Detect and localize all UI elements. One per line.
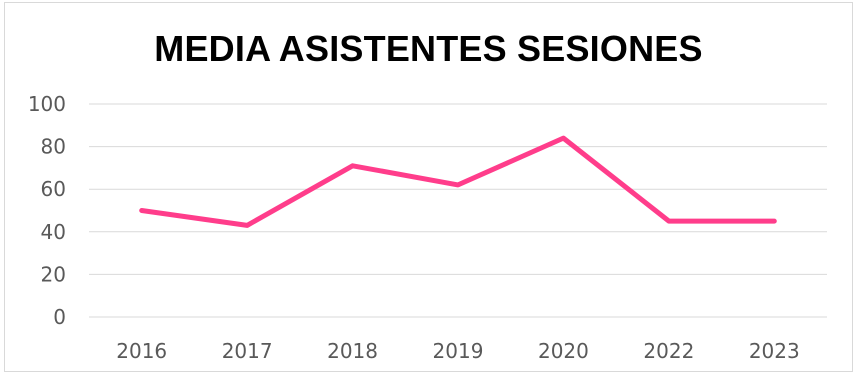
y-tick-label: 100 xyxy=(28,92,66,116)
gridlines xyxy=(89,103,827,318)
y-tick-label: 0 xyxy=(53,305,66,329)
chart-title: MEDIA ASISTENTES SESIONES xyxy=(154,28,703,69)
x-tick-label: 2018 xyxy=(327,339,378,363)
y-tick-label: 20 xyxy=(41,262,66,286)
x-tick-label: 2017 xyxy=(222,339,273,363)
x-tick-label: 2016 xyxy=(116,339,167,363)
x-tick-label: 2020 xyxy=(538,339,589,363)
x-tick-label: 2022 xyxy=(643,339,694,363)
series-group xyxy=(139,135,777,228)
x-axis-ticks: 2016 2017 2018 2019 2020 2022 2023 xyxy=(116,339,799,363)
chart-frame xyxy=(4,2,853,372)
x-tick-label: 2023 xyxy=(749,339,800,363)
y-tick-label: 80 xyxy=(41,135,66,159)
series-line xyxy=(139,135,777,228)
x-tick-label: 2019 xyxy=(433,339,484,363)
y-axis-ticks: 0 20 40 60 80 100 xyxy=(28,92,66,329)
y-tick-label: 60 xyxy=(41,177,66,201)
y-tick-label: 40 xyxy=(41,220,66,244)
